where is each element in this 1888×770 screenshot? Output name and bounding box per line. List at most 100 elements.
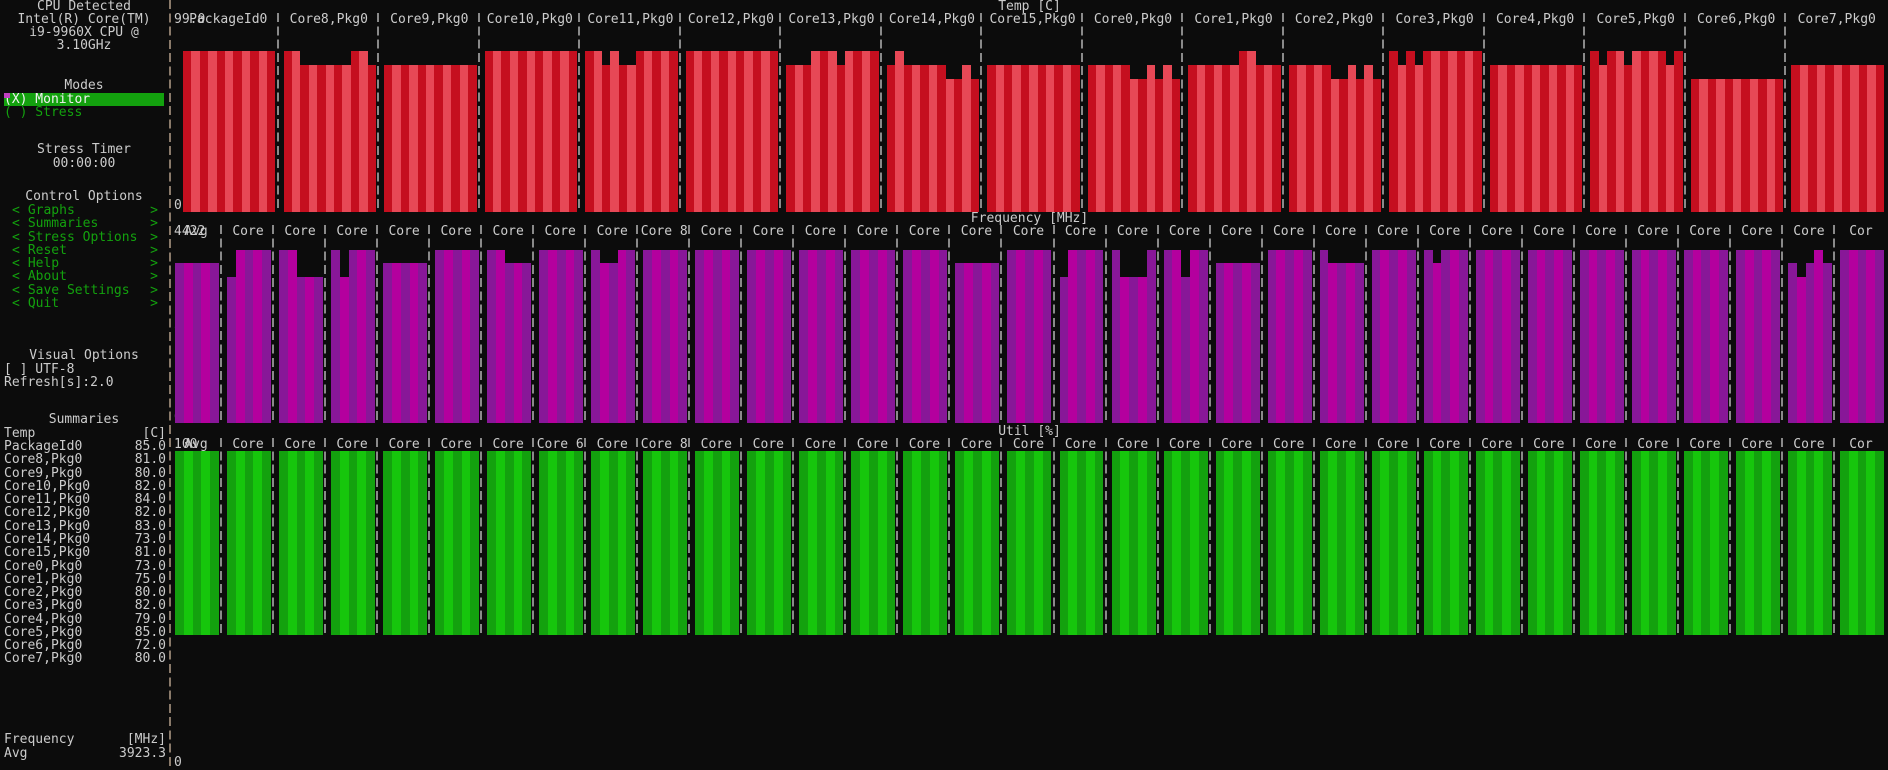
frequency-bar: [1615, 250, 1624, 423]
frequency-bar: [921, 250, 930, 423]
frequency-bar: [175, 263, 184, 423]
frequency-column: Core: [535, 225, 585, 423]
util-column-label: Core: [1533, 438, 1565, 452]
control-option-save-settings[interactable]: < Save Settings >: [12, 284, 158, 297]
temp-bar: [1858, 65, 1868, 212]
temp-column-separator: [678, 13, 681, 212]
util-bar: [504, 451, 514, 635]
chevron-right-icon: >: [150, 204, 158, 218]
util-bar: [1606, 451, 1615, 635]
sidebar-divider[interactable]: [169, 0, 171, 770]
frequency-column-label: Core: [1377, 225, 1409, 239]
control-option-about[interactable]: < About >: [12, 270, 158, 283]
util-column-separator: [1364, 438, 1367, 635]
util-column-separator: [220, 438, 223, 635]
frequency-column: Core: [1056, 225, 1106, 423]
util-bar: [730, 451, 740, 635]
temp-bar: [828, 51, 837, 212]
temp-bar: [669, 51, 678, 212]
temp-bar: [920, 65, 929, 212]
temp-bar: [752, 51, 762, 212]
temp-bar: [618, 65, 628, 212]
util-bars: [1215, 451, 1260, 635]
temp-summary-value: 73.0: [134, 559, 166, 573]
control-option-stress-options[interactable]: < Stress Options >: [12, 231, 158, 244]
temp-summary-sensor: Core12,Pkg0: [4, 506, 91, 520]
frequency-column-label: Core: [804, 225, 837, 239]
util-bar: [1319, 451, 1329, 635]
utf8-checkbox[interactable]: [ ] UTF-8: [4, 363, 75, 377]
control-option-reset[interactable]: < Reset >: [12, 244, 158, 257]
frequency-bar: [418, 263, 428, 423]
temp-bar: [543, 51, 552, 212]
util-graph-title: Util [%]: [998, 424, 1061, 439]
frequency-bars: [1059, 238, 1104, 423]
frequency-bar: [1423, 250, 1433, 423]
refresh-rate-field[interactable]: Refresh[s]:2.0: [4, 376, 114, 390]
util-bar: [816, 451, 826, 635]
util-bars: [1267, 451, 1312, 635]
util-bar: [617, 451, 627, 635]
temp-bars: [1389, 38, 1482, 212]
temp-bar: [1297, 65, 1306, 212]
util-bar: [210, 451, 219, 635]
util-column-separator: [272, 438, 275, 635]
control-option-summaries[interactable]: < Summaries >: [12, 217, 158, 230]
util-bar: [660, 451, 670, 635]
frequency-bar: [652, 250, 661, 423]
temp-column-separator: [779, 13, 782, 212]
util-bar: [721, 451, 731, 635]
util-bar: [1588, 451, 1598, 635]
temp-bar: [501, 51, 510, 212]
util-bar: [678, 451, 688, 635]
temp-bar: [492, 51, 502, 212]
frequency-column-separator: [220, 225, 223, 423]
mode-stress-radio[interactable]: ( ) Stress: [4, 106, 83, 120]
temp-bar: [1163, 65, 1172, 212]
control-option-label: Help: [27, 257, 60, 271]
util-bar: [1423, 451, 1433, 635]
temp-bar: [417, 65, 427, 212]
util-bar: [435, 451, 444, 635]
frequency-column-separator: [740, 225, 743, 423]
temp-bar: [1397, 65, 1407, 212]
util-column-separator: [532, 438, 535, 635]
temp-bar: [1247, 51, 1256, 212]
temp-summary-value: 73.0: [134, 532, 166, 547]
mode-monitor-radio[interactable]: (X) Monitor: [4, 93, 164, 107]
control-option-help[interactable]: < Help >: [12, 257, 158, 270]
frequency-bar: [1059, 277, 1069, 423]
util-bar: [366, 451, 376, 635]
freq-summary-label: Frequency: [4, 733, 75, 747]
temp-summary-value: 80.0: [134, 466, 166, 480]
temp-column: Core9,Pkg0: [380, 13, 479, 212]
temp-summary-value: 80.0: [134, 652, 166, 666]
util-bars: [1787, 451, 1832, 635]
frequency-bar: [938, 250, 948, 423]
temp-column: Core3,Pkg0: [1385, 13, 1484, 212]
util-column-separator: [1520, 438, 1523, 635]
frequency-column: Core: [951, 225, 1001, 423]
control-option-quit[interactable]: < Quit >: [12, 297, 158, 310]
frequency-bar: [764, 250, 774, 423]
util-bar: [608, 451, 618, 635]
frequency-bar: [1597, 250, 1607, 423]
temp-bar: [1699, 79, 1708, 212]
chevron-left-icon: <: [12, 204, 20, 218]
frequency-column-separator: [1156, 225, 1159, 423]
frequency-bar: [1744, 250, 1754, 423]
util-bar: [1597, 451, 1607, 635]
frequency-bar: [1215, 263, 1225, 423]
util-bar: [1502, 451, 1511, 635]
frequency-bars: [1423, 238, 1468, 423]
frequency-bar: [886, 250, 896, 423]
util-column: Core: [1056, 438, 1106, 635]
control-option-graphs[interactable]: < Graphs >: [12, 204, 158, 217]
temp-summary-row: Core3,Pkg0 82.0: [4, 599, 166, 612]
frequency-column-label: Core: [700, 225, 732, 239]
frequency-bars: [539, 238, 584, 423]
util-bar: [756, 451, 765, 635]
util-bars: [1683, 451, 1728, 635]
util-bar: [1406, 451, 1416, 635]
temp-bar: [719, 51, 728, 212]
